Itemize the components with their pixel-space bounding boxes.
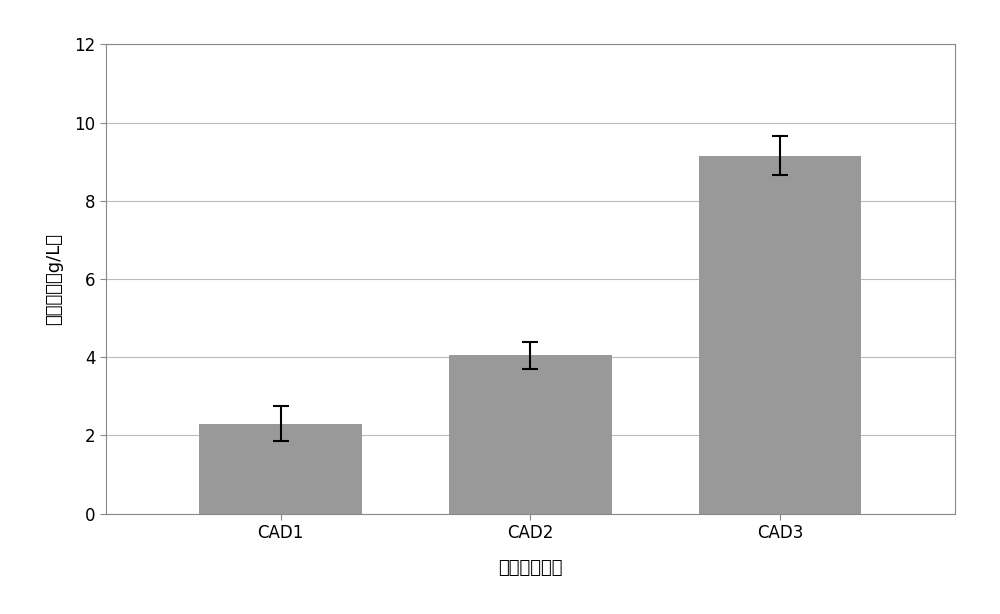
X-axis label: 重组菌株名称: 重组菌株名称 [498,559,563,577]
Y-axis label: 尸胺产量（g/L）: 尸胺产量（g/L） [45,233,63,325]
Bar [199,424,362,514]
Bar [449,356,612,514]
Bar [699,156,861,514]
